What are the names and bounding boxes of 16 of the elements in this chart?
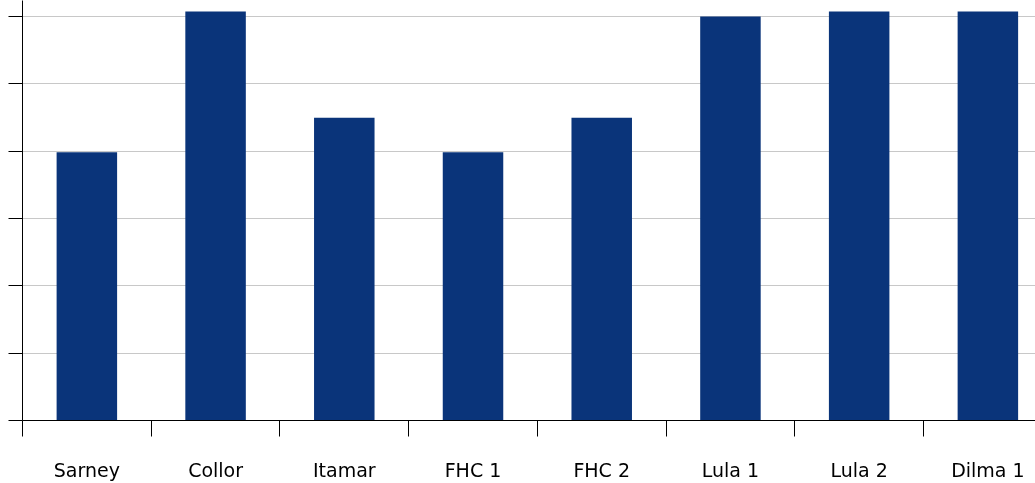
- bar: [957, 11, 1019, 421]
- x-tick-label: Dilma 1: [951, 458, 1025, 481]
- x-tick-label: Lula 2: [830, 458, 888, 481]
- x-tick-label: Lula 1: [701, 458, 760, 481]
- bar: [442, 152, 504, 421]
- bar: [56, 152, 118, 421]
- bar: [828, 11, 890, 421]
- bar: [314, 117, 375, 421]
- x-tick-label: FHC 1: [444, 458, 502, 481]
- bar: [185, 11, 246, 421]
- x-tick-label: Itamar: [312, 458, 376, 481]
- bar: [700, 16, 761, 421]
- x-tick-label: Collor: [188, 458, 244, 481]
- x-tick-label: FHC 2: [573, 458, 631, 481]
- x-tick-label: Sarney: [53, 458, 120, 481]
- bar: [571, 117, 632, 421]
